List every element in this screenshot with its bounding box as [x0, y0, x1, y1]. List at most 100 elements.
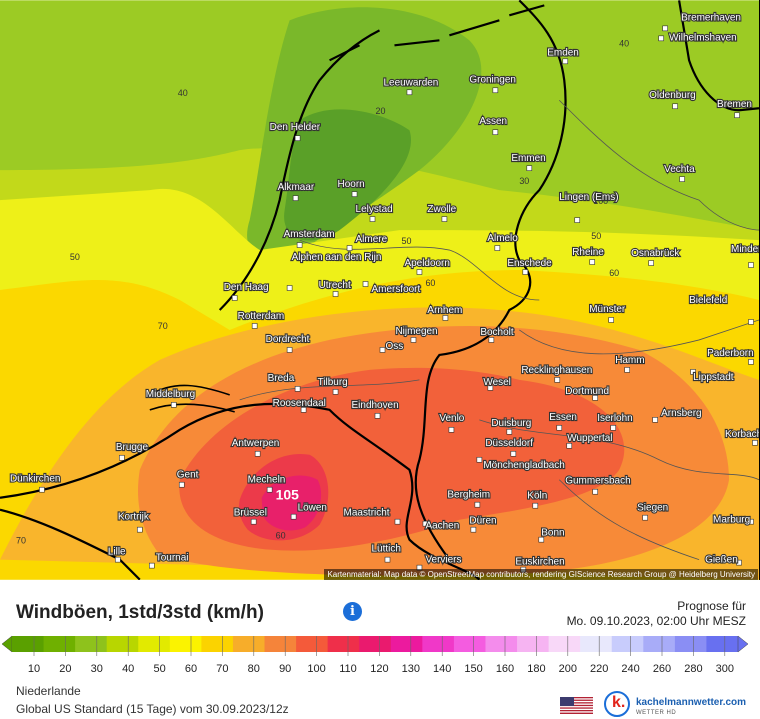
city-label[interactable]: Oss	[384, 340, 404, 353]
city-label[interactable]: Middelburg	[145, 388, 197, 401]
city-label[interactable]: Köln	[526, 490, 548, 503]
city-marker[interactable]	[332, 389, 339, 395]
city-label[interactable]: Euskirchen	[514, 556, 566, 569]
city-marker[interactable]	[351, 191, 358, 197]
city-marker[interactable]	[642, 514, 648, 521]
city-label[interactable]: Mönchengladbach	[482, 459, 566, 472]
city-marker[interactable]	[294, 386, 301, 392]
kachelmann-logo-icon[interactable]: k.	[604, 691, 630, 717]
city-label[interactable]: Lingen (Ems)	[558, 191, 619, 204]
city-marker[interactable]	[119, 454, 125, 461]
city-marker[interactable]	[416, 269, 423, 275]
city-label[interactable]: Hoorn	[336, 178, 365, 191]
city-label[interactable]: Dünkirchen	[9, 473, 62, 486]
city-marker[interactable]	[290, 513, 297, 520]
city-marker[interactable]	[250, 518, 257, 525]
city-label[interactable]: Brugge	[115, 441, 150, 454]
city-label[interactable]: Dortmund	[564, 385, 610, 398]
city-label[interactable]: Emmen	[510, 152, 547, 165]
city-marker[interactable]	[522, 269, 529, 275]
city-label[interactable]: Almelo	[486, 232, 519, 245]
city-label[interactable]: Alphen aan den Rijn	[291, 251, 383, 264]
city-marker[interactable]	[286, 347, 293, 353]
city-label[interactable]: Maastricht	[342, 507, 390, 520]
city-label[interactable]: Groningen	[468, 73, 517, 86]
city-label[interactable]: Paderborn	[706, 347, 755, 360]
city-label[interactable]: Zwolle	[426, 203, 457, 216]
city-label[interactable]: Rheine	[571, 246, 605, 259]
city-label[interactable]: Iserlohn	[596, 412, 634, 425]
city-label[interactable]: Hamm	[614, 354, 646, 367]
city-label[interactable]: Verviers	[424, 554, 462, 567]
city-label[interactable]: Siegen	[636, 502, 669, 515]
city-marker[interactable]	[506, 429, 513, 435]
city-label[interactable]: Enschede	[506, 257, 553, 270]
city-marker[interactable]	[384, 556, 391, 563]
city-marker[interactable]	[608, 317, 614, 323]
city-label[interactable]: Bocholt	[479, 326, 515, 339]
city-marker[interactable]	[266, 486, 273, 493]
city-label[interactable]: Nijmegen	[394, 325, 438, 338]
city-marker[interactable]	[379, 347, 386, 353]
city-label[interactable]: Duisburg	[490, 417, 532, 430]
city-marker[interactable]	[492, 129, 499, 136]
brand-name[interactable]: kachelmannwetter.com	[636, 697, 747, 708]
city-label[interactable]: Essen	[548, 411, 578, 424]
city-label[interactable]: Bremen	[716, 98, 753, 111]
city-label[interactable]: Gummersbach	[564, 475, 632, 488]
city-marker[interactable]	[442, 315, 449, 321]
city-marker[interactable]	[332, 291, 339, 297]
city-marker[interactable]	[652, 417, 658, 423]
city-marker[interactable]	[292, 195, 299, 201]
city-marker[interactable]	[510, 450, 517, 457]
city-marker[interactable]	[736, 559, 742, 566]
city-marker[interactable]	[589, 259, 596, 265]
city-marker[interactable]	[592, 395, 599, 401]
city-marker[interactable]	[734, 112, 740, 119]
city-marker[interactable]	[554, 377, 561, 383]
city-label[interactable]: Arnsberg	[660, 407, 703, 420]
city-label[interactable]: Emden	[546, 46, 580, 59]
city-label[interactable]: Assen	[478, 115, 508, 128]
info-icon[interactable]: i	[343, 602, 362, 621]
city-marker[interactable]	[748, 518, 754, 525]
city-marker[interactable]	[488, 337, 495, 343]
city-marker[interactable]	[406, 89, 413, 96]
city-label[interactable]: Apeldoorn	[403, 257, 451, 270]
city-label[interactable]: Tournai	[155, 552, 190, 565]
city-label[interactable]: Lippstadt	[692, 371, 735, 384]
city-marker[interactable]	[492, 87, 499, 94]
city-marker[interactable]	[251, 323, 258, 329]
city-label[interactable]: Breda	[267, 372, 296, 385]
city-marker[interactable]	[592, 488, 599, 495]
city-label[interactable]: Düren	[468, 515, 497, 528]
city-label[interactable]: Den Haag	[223, 281, 270, 294]
city-marker[interactable]	[538, 536, 545, 543]
city-marker[interactable]	[748, 359, 754, 365]
wind-gust-map[interactable]: 40 40 20 30 50 50 60 70 50 60 70 60 100 Bremerhaven W…	[0, 0, 760, 580]
city-label[interactable]: Aachen	[424, 520, 460, 533]
city-label[interactable]: Den Helder	[269, 121, 322, 134]
city-label[interactable]: Kortrijk	[117, 511, 150, 524]
city-label[interactable]: Antwerpen	[231, 437, 281, 450]
city-marker[interactable]	[487, 385, 494, 391]
city-label[interactable]: Leeuwarden	[382, 76, 439, 89]
city-marker[interactable]	[532, 502, 539, 509]
city-label[interactable]: Almere	[354, 233, 388, 246]
city-label[interactable]: Utrecht	[317, 279, 352, 292]
city-label[interactable]: Bielefeld	[688, 294, 728, 307]
city-marker[interactable]	[178, 481, 185, 488]
city-marker[interactable]	[562, 58, 569, 65]
city-label[interactable]: Amersfoort	[370, 283, 421, 296]
city-marker[interactable]	[679, 176, 685, 182]
city-marker[interactable]	[748, 319, 754, 325]
city-marker[interactable]	[752, 440, 758, 446]
city-label[interactable]: Gießen	[704, 554, 739, 567]
city-marker[interactable]	[441, 216, 448, 222]
city-label[interactable]: Osnabrück	[630, 247, 680, 260]
city-marker[interactable]	[422, 520, 429, 527]
city-marker[interactable]	[231, 295, 238, 301]
us-flag-icon[interactable]	[560, 697, 593, 714]
city-label[interactable]: Marburg	[712, 514, 751, 527]
city-marker[interactable]	[296, 242, 303, 248]
